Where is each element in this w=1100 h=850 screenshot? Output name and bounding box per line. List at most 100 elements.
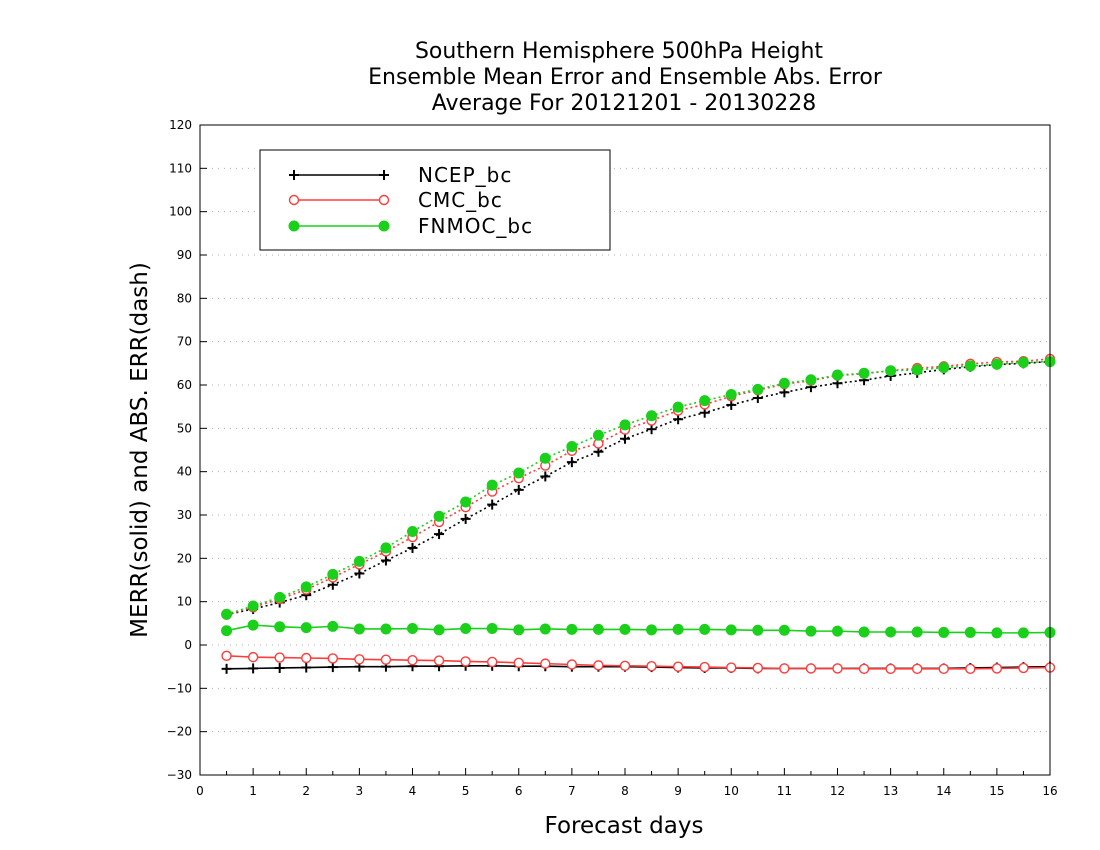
- y-tick-label: 50: [177, 421, 192, 435]
- x-tick-label: 4: [409, 784, 417, 798]
- abserr-point-fnmoc-bc: [247, 600, 259, 612]
- abserr-point-fnmoc-bc: [539, 452, 551, 464]
- merr-point-cmc-bc: [274, 652, 285, 663]
- legend-entry-ncep-bc: NCEP_bc: [289, 163, 512, 187]
- merr-point-fnmoc-bc: [247, 619, 259, 631]
- x-tick-label: 0: [196, 784, 204, 798]
- merr-point-cmc-bc: [301, 652, 312, 664]
- x-tick-label: 9: [674, 784, 682, 798]
- abserr-point-fnmoc-bc: [486, 479, 498, 491]
- merr-point-cmc-bc: [779, 663, 790, 674]
- merr-point-cmc-bc: [593, 660, 604, 671]
- merr-point-cmc-bc: [619, 660, 631, 671]
- y-tick-label: 30: [177, 508, 192, 522]
- abserr-point-fnmoc-bc: [646, 410, 658, 422]
- y-tick-label: −30: [167, 768, 192, 782]
- y-tick-label: 20: [177, 551, 192, 565]
- merr-point-cmc-bc: [965, 663, 976, 675]
- merr-point-cmc-bc: [221, 650, 232, 662]
- merr-point-fnmoc-bc: [964, 626, 976, 638]
- merr-point-fnmoc-bc: [566, 623, 578, 635]
- merr-point-fnmoc-bc: [433, 624, 445, 636]
- merr-point-fnmoc-bc: [513, 624, 525, 636]
- x-tick-label: 14: [936, 784, 951, 798]
- merr-point-fnmoc-bc: [380, 623, 392, 635]
- legend-label: NCEP_bc: [418, 163, 512, 187]
- abserr-point-fnmoc-bc: [592, 429, 604, 441]
- abserr-point-fnmoc-bc: [752, 383, 764, 395]
- abserr-point-ncep-bc: [380, 555, 391, 566]
- title-line-3: Average For 20121201 - 20130228: [432, 91, 817, 116]
- merr-point-cmc-bc: [646, 661, 657, 672]
- y-axis: −30 −20 −10 0 10 20 30 40 50 60 70 80 90 100 110 120: [167, 118, 207, 782]
- y-tick-label: 120: [169, 118, 192, 132]
- merr-point-fnmoc-bc: [353, 623, 365, 635]
- abserr-point-ncep-bc: [513, 484, 524, 495]
- merr-point-cmc-bc: [380, 654, 392, 665]
- abserr-point-fnmoc-bc: [832, 369, 843, 381]
- x-tick-label: 12: [830, 784, 845, 798]
- x-tick-label: 8: [621, 784, 629, 798]
- merr-point-cmc-bc: [938, 663, 949, 675]
- merr-point-fnmoc-bc: [1017, 627, 1029, 639]
- y-tick-label: 40: [177, 465, 192, 479]
- abserr-point-fnmoc-bc: [619, 419, 631, 431]
- series-fnmoc-bc: [221, 356, 1056, 639]
- x-tick-label: 7: [568, 784, 576, 798]
- merr-point-cmc-bc: [726, 662, 737, 673]
- x-tick-label: 15: [989, 784, 1004, 798]
- abserr-point-fnmoc-bc: [407, 525, 418, 537]
- abserr-point-fnmoc-bc: [885, 365, 897, 377]
- merr-point-cmc-bc: [699, 661, 710, 673]
- merr-point-fnmoc-bc: [991, 627, 1003, 639]
- abserr-point-fnmoc-bc: [566, 441, 578, 453]
- y-tick-label: −20: [167, 725, 192, 739]
- legend-entry-fnmoc-bc: FNMOC_bc: [288, 214, 532, 238]
- merr-point-cmc-bc: [672, 661, 684, 672]
- merr-point-cmc-bc: [247, 651, 259, 663]
- merr-point-fnmoc-bc: [300, 622, 312, 634]
- merr-point-fnmoc-bc: [725, 624, 737, 636]
- merr-point-fnmoc-bc: [646, 624, 658, 636]
- abserr-point-fnmoc-bc: [938, 362, 950, 374]
- legend-label: CMC_bc: [418, 188, 503, 212]
- merr-point-fnmoc-bc: [938, 626, 950, 638]
- merr-point-cmc-bc: [486, 656, 498, 668]
- merr-point-fnmoc-bc: [327, 620, 339, 632]
- abserr-point-fnmoc-bc: [805, 374, 817, 386]
- merr-point-fnmoc-bc: [407, 623, 418, 635]
- y-tick-label: 60: [177, 378, 192, 392]
- merr-point-cmc-bc: [540, 658, 551, 669]
- abserr-point-ncep-bc: [566, 457, 577, 468]
- abserr-line-ncep-bc: [226, 360, 1051, 616]
- x-axis-title: Forecast days: [545, 813, 704, 839]
- merr-point-fnmoc-bc: [911, 626, 923, 638]
- abserr-line-cmc-bc: [226, 358, 1051, 616]
- merr-point-fnmoc-bc: [221, 625, 233, 637]
- merr-point-ncep-bc: [221, 663, 232, 674]
- merr-point-ncep-bc: [248, 663, 259, 674]
- x-tick-label: 1: [249, 784, 257, 798]
- abserr-point-fnmoc-bc: [991, 358, 1003, 370]
- legend-marker: [378, 194, 390, 206]
- chart-title: Southern Hemisphere 500hPa Height Ensemb…: [368, 39, 883, 116]
- abserr-point-ncep-bc: [460, 513, 471, 524]
- legend-marker: [289, 170, 299, 180]
- merr-point-ncep-bc: [327, 662, 338, 673]
- merr-point-cmc-bc: [1018, 662, 1029, 674]
- legend-marker: [288, 220, 300, 232]
- x-axis: 0 1 2 3 4 5 6 7 8 9 10 11 12 13 14 15 16: [196, 768, 1058, 798]
- merr-point-cmc-bc: [566, 659, 578, 670]
- x-tick-label: 16: [1042, 784, 1057, 798]
- x-tick-label: 10: [724, 784, 739, 798]
- merr-point-fnmoc-bc: [778, 624, 790, 636]
- y-tick-label: 90: [177, 248, 192, 262]
- abserr-point-fnmoc-bc: [1017, 356, 1029, 368]
- merr-point-fnmoc-bc: [832, 625, 843, 637]
- merr-point-ncep-bc: [301, 662, 312, 673]
- abserr-point-fnmoc-bc: [380, 542, 392, 554]
- abserr-point-fnmoc-bc: [699, 395, 711, 407]
- abserr-point-ncep-bc: [434, 529, 445, 540]
- merr-point-cmc-bc: [752, 662, 764, 674]
